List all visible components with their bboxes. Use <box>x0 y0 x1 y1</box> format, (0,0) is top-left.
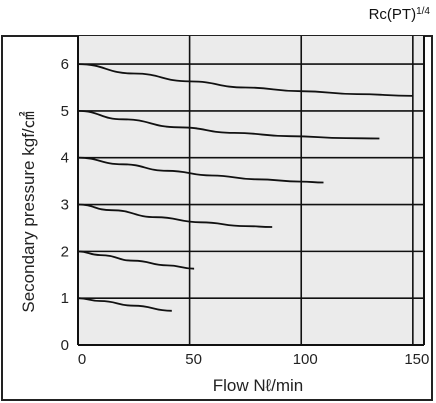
x-axis-label: Flow Nℓ/min <box>213 376 304 395</box>
x-tick-0: 0 <box>78 351 86 368</box>
y-tick-6: 6 <box>61 56 69 73</box>
curve-3 <box>77 203 273 228</box>
x-tick-100: 100 <box>293 351 318 368</box>
y-tick-2: 2 <box>61 243 69 260</box>
curve-6 <box>77 63 413 97</box>
x-tick-50: 50 <box>185 351 202 368</box>
port-size: 1/4 <box>416 6 430 17</box>
port-label: Rc(PT) <box>368 6 417 23</box>
grid <box>77 36 425 346</box>
y-tick-labels: 0 1 2 3 4 5 6 <box>61 56 69 354</box>
y-tick-4: 4 <box>61 150 69 167</box>
curve-1 <box>77 297 172 312</box>
curve-2 <box>77 250 195 270</box>
y-tick-0: 0 <box>61 337 69 354</box>
curves <box>77 63 413 312</box>
port-size-label: Rc(PT)1/4 <box>369 6 430 23</box>
x-tick-150: 150 <box>404 351 429 368</box>
y-tick-3: 3 <box>61 197 69 214</box>
y-axis-label: Secondary pressure kgf/㎠ <box>19 111 38 312</box>
curve-4 <box>77 156 324 184</box>
curve-5 <box>77 110 380 140</box>
y-tick-1: 1 <box>61 290 69 307</box>
x-tick-labels: 0 50 100 150 <box>78 351 430 368</box>
y-tick-5: 5 <box>61 103 69 120</box>
